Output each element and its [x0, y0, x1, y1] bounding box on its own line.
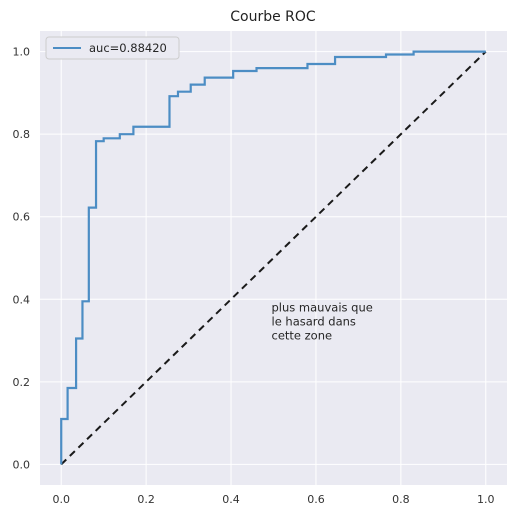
legend: auc=0.88420 — [45, 36, 180, 60]
plot-area — [40, 31, 507, 485]
random-baseline-line — [60, 50, 487, 466]
annotation-line: cette zone — [272, 329, 333, 343]
roc-curve-layer — [60, 50, 486, 465]
y-tick-label: 1.0 — [13, 46, 31, 59]
legend-box — [45, 36, 180, 60]
y-tick-label: 0.6 — [13, 211, 31, 224]
chart-title: Courbe ROC — [230, 9, 316, 25]
x-tick-label: 0.6 — [307, 493, 325, 506]
y-tick-label: 0.4 — [13, 293, 31, 306]
y-axis-ticks: 0.0 0.2 0.4 0.6 0.8 1.0 — [13, 46, 31, 472]
x-tick-label: 0.0 — [52, 493, 70, 506]
y-tick-label: 0.0 — [13, 458, 31, 471]
random-baseline-layer — [60, 50, 487, 466]
annotation-text: plus mauvais que le hasard dans cette zone — [272, 301, 373, 343]
legend-label-roc: auc=0.88420 — [89, 41, 167, 55]
x-tick-label: 0.8 — [392, 493, 410, 506]
y-tick-label: 0.8 — [13, 128, 31, 141]
x-tick-label: 0.2 — [137, 493, 155, 506]
annotation-line: le hasard dans — [272, 315, 356, 329]
x-axis-ticks: 0.0 0.2 0.4 0.6 0.8 1.0 — [52, 493, 494, 506]
y-tick-label: 0.2 — [13, 376, 31, 389]
x-tick-label: 0.4 — [222, 493, 240, 506]
roc-curve-line — [60, 50, 486, 465]
annotation-line: plus mauvais que — [272, 301, 373, 315]
x-tick-label: 1.0 — [477, 493, 495, 506]
